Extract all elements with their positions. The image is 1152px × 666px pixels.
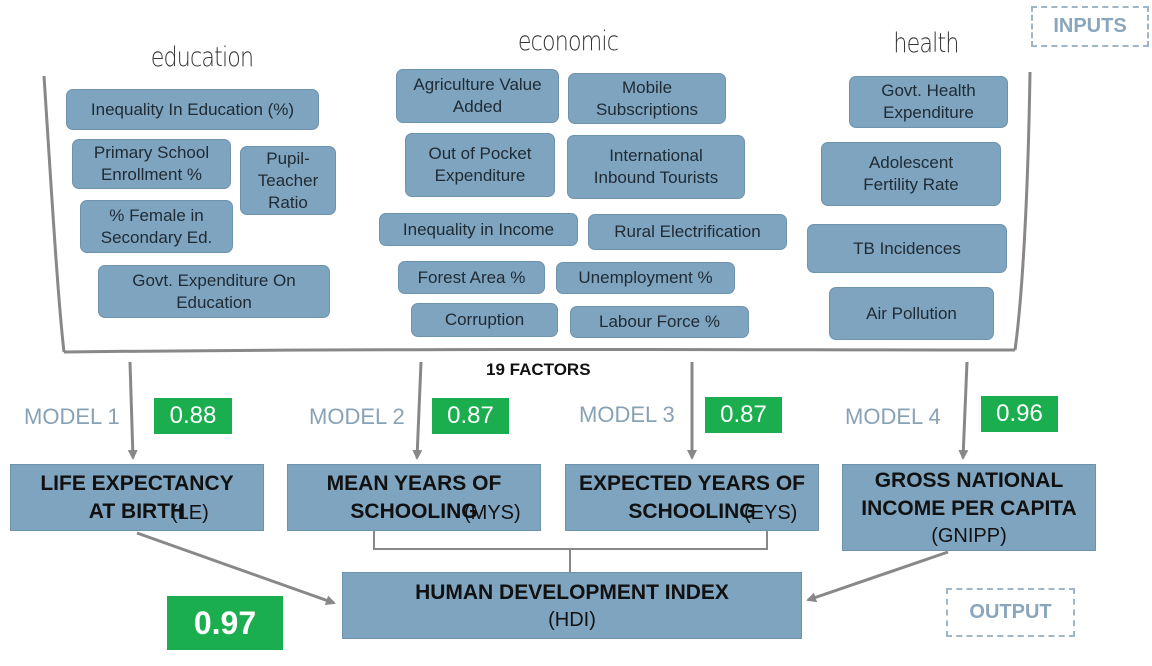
factor-govt-health-expenditure: Govt. Health Expenditure xyxy=(849,76,1008,128)
factor-air-pollution: Air Pollution xyxy=(829,287,994,340)
target-life-expectancy: LIFE EXPECTANCY AT BIRTH (LE) xyxy=(10,464,264,531)
output-hdi-title: HUMAN DEVELOPMENT INDEX xyxy=(415,580,729,604)
arrow-model-1 xyxy=(127,361,138,460)
factor-tb-incidences: TB Incidences xyxy=(807,224,1007,273)
model-3-label: MODEL 3 xyxy=(579,402,675,427)
model-2-score: 0.87 xyxy=(432,398,509,434)
target-gross-national-income: GROSS NATIONAL INCOME PER CAPITA (GNIPP) xyxy=(842,464,1096,551)
target-expected-years-schooling-title: EXPECTED YEARS OF SCHOOLING xyxy=(579,471,805,523)
factor-count-label: 19 FACTORS xyxy=(486,360,591,379)
inputs-bracket xyxy=(42,71,1032,354)
arrow-le-to-hdi xyxy=(136,531,336,606)
factor-rural-electrification: Rural Electrification xyxy=(588,214,787,250)
factor-labour-force: Labour Force % xyxy=(570,306,749,338)
category-economic: economic xyxy=(517,26,619,57)
factor-out-of-pocket-expenditure: Out of Pocket Expenditure xyxy=(405,133,555,197)
target-life-expectancy-title: LIFE EXPECTANCY AT BIRTH xyxy=(40,471,234,523)
arrow-model-2 xyxy=(412,361,423,460)
model-2-label: MODEL 2 xyxy=(309,404,405,429)
category-health: health xyxy=(893,28,959,59)
output-tag: OUTPUT xyxy=(946,588,1075,637)
arrow-gnipp-to-hdi xyxy=(806,550,949,603)
model-3-score: 0.87 xyxy=(705,397,782,433)
factor-inequality-in-income: Inequality in Income xyxy=(379,213,578,246)
target-expected-years-schooling: EXPECTED YEARS OF SCHOOLING (EYS) xyxy=(565,464,819,531)
target-gross-national-income-abbr: (GNIPP) xyxy=(931,524,1007,547)
model-4-score: 0.96 xyxy=(981,396,1058,432)
arrow-model-4 xyxy=(958,361,969,460)
factor-agriculture-value-added: Agriculture Value Added xyxy=(396,69,559,123)
factor-adolescent-fertility-rate: Adolescent Fertility Rate xyxy=(821,142,1001,206)
factor-govt-expenditure-education: Govt. Expenditure On Education xyxy=(98,265,330,318)
factor-inequality-in-education: Inequality In Education (%) xyxy=(66,89,319,130)
output-hdi: HUMAN DEVELOPMENT INDEX (HDI) xyxy=(342,572,802,639)
model-4-label: MODEL 4 xyxy=(845,404,941,429)
model-1-label: MODEL 1 xyxy=(24,404,120,429)
target-life-expectancy-abbr: (LE) xyxy=(171,502,209,524)
factor-unemployment: Unemployment % xyxy=(556,262,735,294)
target-gross-national-income-title: GROSS NATIONAL INCOME PER CAPITA xyxy=(861,468,1077,520)
target-mean-years-schooling: MEAN YEARS OF SCHOOLING (MYS) xyxy=(287,464,541,531)
target-expected-years-schooling-abbr: (EYS) xyxy=(744,502,798,524)
factor-international-inbound-tourists: International Inbound Tourists xyxy=(567,135,745,199)
factor-mobile-subscriptions: Mobile Subscriptions xyxy=(568,73,726,124)
factor-primary-school-enrollment: Primary School Enrollment % xyxy=(72,139,231,189)
target-mean-years-schooling-abbr: (MYS) xyxy=(464,502,521,524)
category-education: education xyxy=(150,42,254,73)
schooling-bracket xyxy=(373,530,768,572)
inputs-tag: INPUTS xyxy=(1031,6,1149,47)
factor-forest-area: Forest Area % xyxy=(398,261,545,294)
output-hdi-score: 0.97 xyxy=(167,596,283,650)
output-hdi-abbr: (HDI) xyxy=(548,608,596,631)
target-mean-years-schooling-title: MEAN YEARS OF SCHOOLING xyxy=(326,471,502,523)
factor-female-secondary-ed: % Female in Secondary Ed. xyxy=(80,200,233,253)
factor-pupil-teacher-ratio: Pupil-Teacher Ratio xyxy=(240,146,336,215)
factor-corruption: Corruption xyxy=(411,303,558,337)
model-1-score: 0.88 xyxy=(154,398,232,434)
